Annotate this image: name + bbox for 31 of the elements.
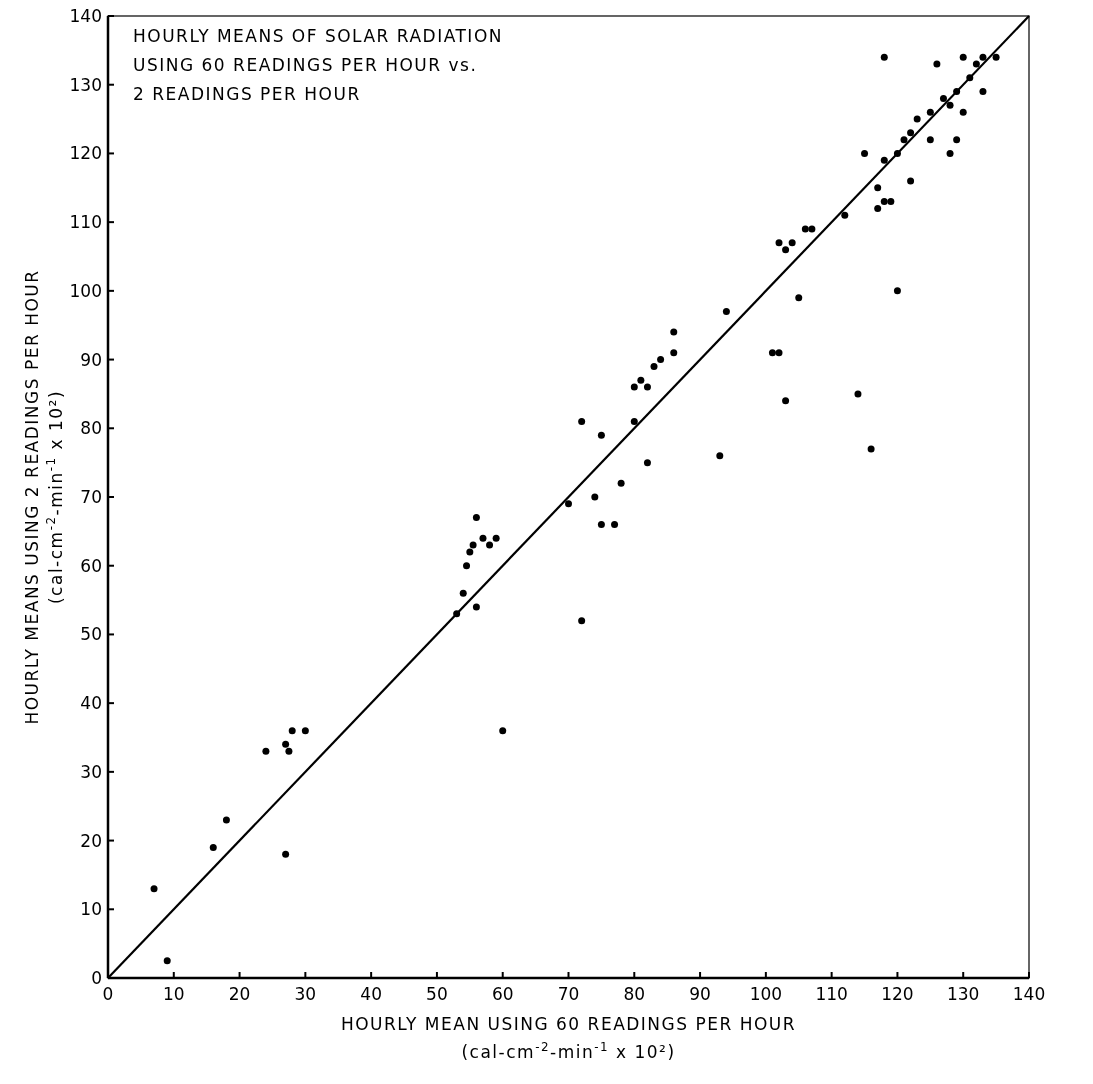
y-tick-label: 100 <box>69 280 102 301</box>
x-tick-label: 20 <box>228 984 251 1004</box>
y-tick-label: 120 <box>69 143 102 164</box>
text: HOURLY MEANS OF SOLAR RADIATION USING 60 READINGS PER HOUR vs. 2 READINGS PER HOUR <box>133 26 503 104</box>
y-tick-label: 40 <box>80 693 102 714</box>
y-tick-label: 10 <box>80 899 102 920</box>
y-tick-label: 30 <box>80 761 102 782</box>
x-tick-label: 90 <box>689 984 711 1004</box>
y-tick-label: 140 <box>69 5 102 26</box>
x-tick-label: 50 <box>426 984 448 1004</box>
y-tick-label: 60 <box>80 555 102 576</box>
y-tick-label: 70 <box>80 486 102 507</box>
x-tick-label: 110 <box>815 984 848 1004</box>
y-tick-label: 90 <box>80 349 102 370</box>
y-tick-label: 130 <box>69 74 102 95</box>
x-tick-label: 10 <box>162 984 185 1004</box>
x-tick-label: 80 <box>623 984 646 1004</box>
x-tick-label: 140 <box>1012 984 1046 1004</box>
x-tick-label: 30 <box>294 984 317 1004</box>
y-tick-label: 80 <box>80 418 102 439</box>
x-tick-label: 70 <box>557 984 580 1004</box>
x-tick-label: 120 <box>881 984 914 1004</box>
x-axis-title: HOURLY MEAN USING 60 READINGS PER HOUR (cal-cm$^{-2}$-min$^{-1}$ x 10²) <box>340 1014 797 1062</box>
y-tick-label: 50 <box>80 624 102 645</box>
x-tick-label: 60 <box>491 984 514 1004</box>
y-tick-label: 20 <box>80 830 102 851</box>
y-tick-label: 0 <box>91 967 102 988</box>
x-tick-label: 100 <box>749 984 783 1004</box>
y-tick-label: 110 <box>69 212 102 233</box>
x-tick-label: 40 <box>360 984 382 1004</box>
x-tick-label: 130 <box>946 984 980 1004</box>
